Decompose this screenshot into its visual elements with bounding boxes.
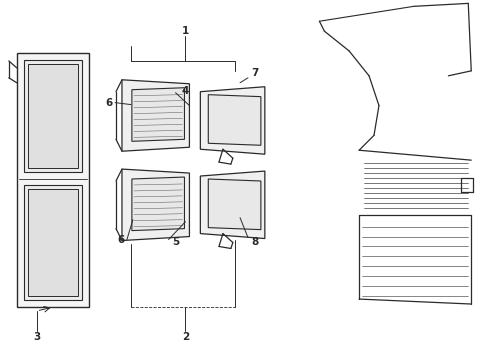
Polygon shape (200, 87, 265, 154)
Polygon shape (28, 189, 78, 296)
Polygon shape (122, 80, 190, 151)
Text: 6: 6 (105, 98, 113, 108)
Polygon shape (24, 60, 82, 172)
Polygon shape (208, 179, 261, 230)
Polygon shape (17, 53, 89, 307)
Polygon shape (28, 64, 78, 168)
Text: 6: 6 (117, 234, 124, 244)
Polygon shape (208, 95, 261, 145)
Text: 4: 4 (182, 86, 189, 96)
Text: 1: 1 (182, 26, 189, 36)
Text: 2: 2 (182, 332, 189, 342)
Polygon shape (24, 185, 82, 300)
Polygon shape (132, 177, 184, 231)
Text: 3: 3 (33, 332, 40, 342)
Text: 8: 8 (251, 237, 259, 247)
Text: 7: 7 (251, 68, 259, 78)
Polygon shape (122, 169, 190, 240)
Polygon shape (200, 171, 265, 239)
Text: 5: 5 (172, 237, 179, 247)
Polygon shape (132, 88, 184, 141)
